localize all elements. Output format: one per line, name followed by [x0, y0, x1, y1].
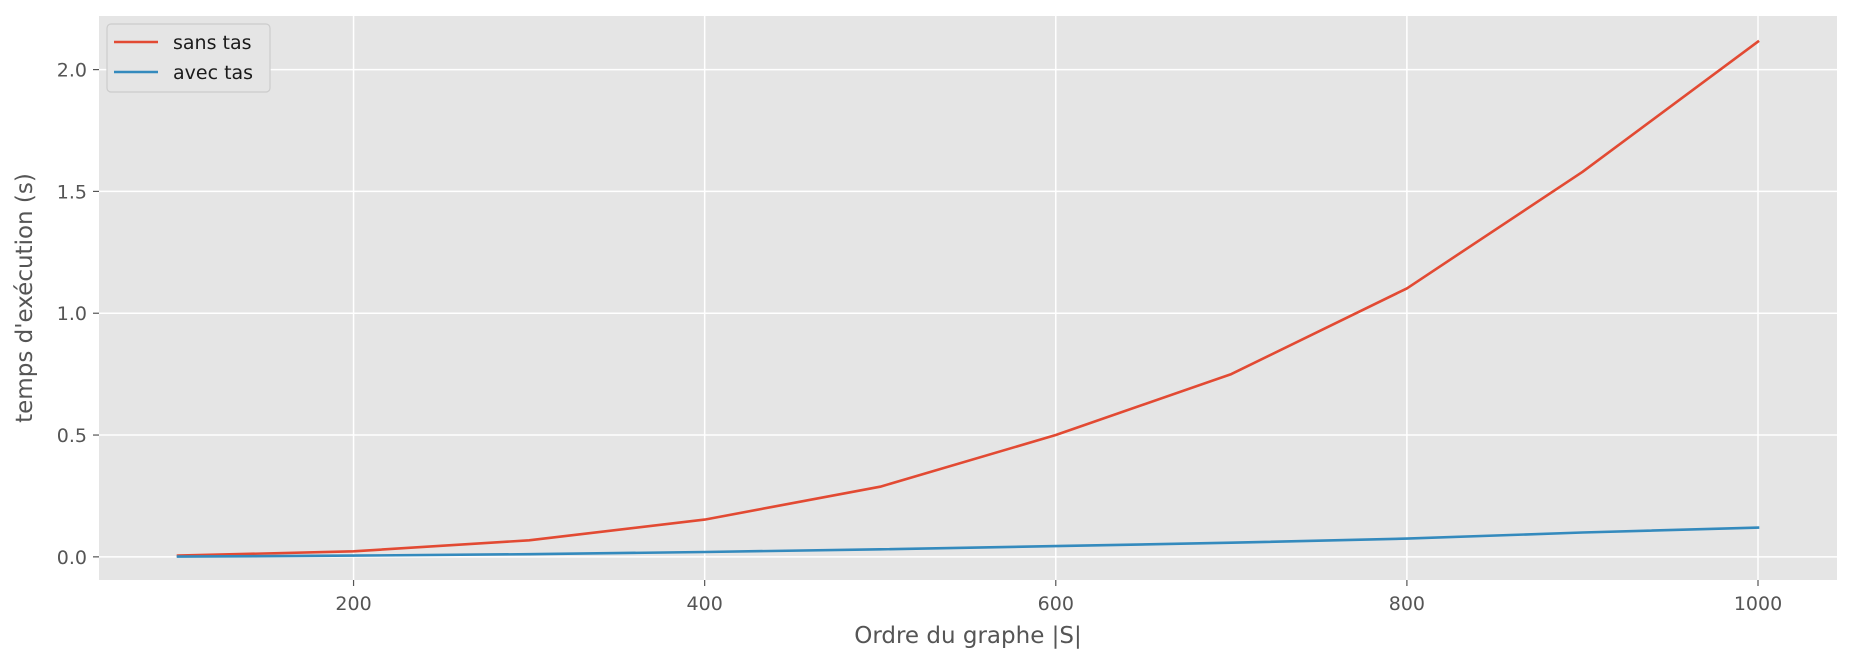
legend: sans tas avec tas — [106, 23, 271, 93]
series-lines — [176, 39, 1760, 558]
y-tick-label: 0.5 — [57, 425, 87, 447]
x-tick-label: 200 — [335, 593, 371, 615]
series-line-0 — [176, 39, 1760, 557]
y-tick-label: 1.5 — [57, 181, 87, 203]
plot-background — [99, 16, 1837, 580]
series-line-1 — [176, 526, 1760, 558]
y-axis-label: temps d'exécution (s) — [12, 173, 38, 423]
grid-lines — [99, 16, 1837, 580]
x-axis-label: Ordre du graphe |S| — [854, 623, 1082, 649]
x-tick-label: 400 — [687, 593, 723, 615]
legend-label-1: avec tas — [173, 62, 253, 84]
y-tick-label: 1.0 — [57, 303, 87, 325]
x-tick-label: 1000 — [1734, 593, 1782, 615]
y-tick-label: 0.0 — [57, 547, 87, 569]
x-tick-label: 800 — [1389, 593, 1425, 615]
x-axis-ticks: 200 400 600 800 1000 — [335, 580, 1782, 615]
y-axis-ticks: 0.0 0.5 1.0 1.5 2.0 — [57, 60, 99, 569]
x-tick-label: 600 — [1038, 593, 1074, 615]
legend-label-0: sans tas — [173, 32, 252, 54]
y-tick-label: 2.0 — [57, 60, 87, 82]
